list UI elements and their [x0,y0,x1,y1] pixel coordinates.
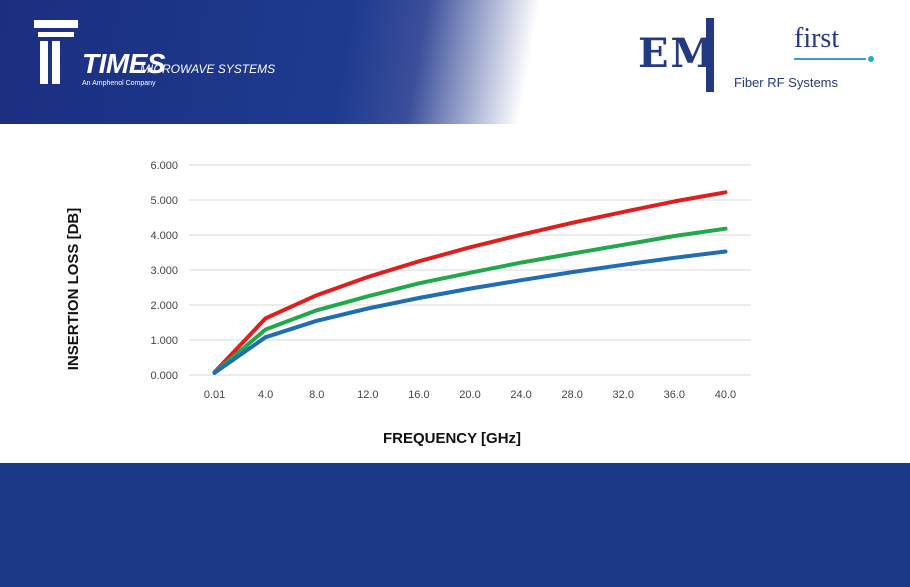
em-tagline: Fiber RF Systems [734,75,839,90]
y-tick-label: 5.000 [150,195,178,207]
header-blue-wedge [0,0,910,124]
x-tick-label: 20.0 [459,389,480,401]
y-tick-labels: 0.000 1.000 2.000 3.000 4.000 5.000 6.000 [150,160,178,382]
y-tick-label: 1.000 [150,335,178,347]
times-brand: TIMES [82,48,166,79]
x-axis-title: FREQUENCY [GHz] [383,430,521,447]
x-tick-label: 4.0 [258,389,273,401]
x-tick-label: 16.0 [408,389,429,401]
x-tick-label: 32.0 [613,389,634,401]
footer-band [0,463,910,587]
times-logo: TIMES MICROWAVE SYSTEMS An Amphenol Comp… [34,20,275,92]
em-letters: EM [638,30,717,77]
times-subtitle: MICROWAVE SYSTEMS [140,62,276,76]
insertion-loss-chart: 0.000 1.000 2.000 3.000 4.000 5.000 6.000 0.01… [65,160,751,447]
x-tick-label: 36.0 [664,389,685,401]
y-tick-label: 6.000 [150,160,178,172]
first-dot-icon [868,56,874,62]
x-tick-labels: 0.01 4.0 8.0 12.0 16.0 20.0 24.0 28.0 32.0 36.0 40… [204,389,736,401]
series-line-2 [212,226,728,375]
x-tick-label: 28.0 [561,389,582,401]
series-line-3 [212,249,728,375]
y-tick-label: 3.000 [150,265,178,277]
y-tick-label: 4.000 [150,230,178,242]
x-tick-label: 12.0 [357,389,378,401]
x-tick-label: 0.01 [204,389,225,401]
y-tick-label: 0.000 [150,370,178,382]
em-first: first [794,23,840,54]
y-axis-title: INSERTION LOSS [DB] [65,208,82,371]
times-tagline: An Amphenol Company [82,80,156,87]
emfirst-logo: EM first Fiber RF Systems [636,16,886,100]
series-line-1 [212,190,728,375]
x-tick-label: 8.0 [309,389,324,401]
y-tick-label: 2.000 [150,300,178,312]
grid-lines [189,164,751,376]
x-tick-label: 24.0 [510,389,531,401]
first-underline [794,58,866,60]
times-mark-icon [34,20,78,84]
em-bar-icon [706,18,714,92]
x-tick-label: 40.0 [715,389,736,401]
series-lines [212,190,728,375]
header-band: TIMES MICROWAVE SYSTEMS An Amphenol Comp… [0,0,910,124]
